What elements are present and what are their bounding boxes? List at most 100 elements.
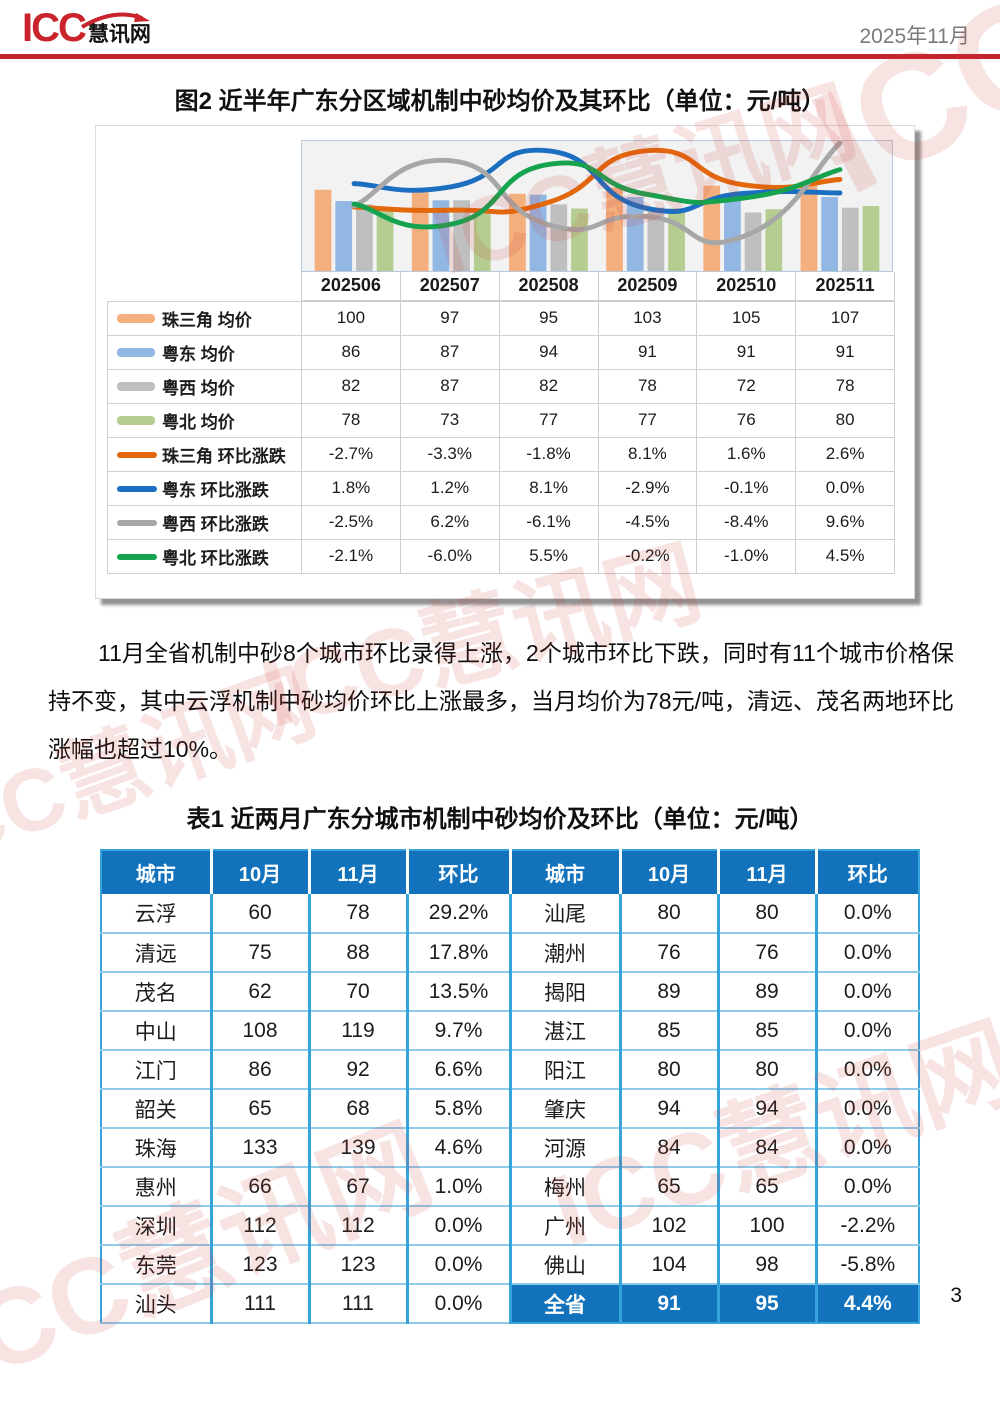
- nov-value: 100: [718, 1206, 818, 1246]
- series-value: 103: [598, 302, 697, 335]
- line-swatch-icon: [117, 451, 157, 458]
- bar-swatch-icon: [117, 348, 155, 357]
- x-axis-label: 202506: [302, 272, 400, 300]
- bar-swatch-icon: [117, 416, 155, 425]
- oct-value: 102: [620, 1206, 720, 1246]
- series-value: -2.9%: [598, 472, 697, 505]
- pct-value: 0.0%: [816, 972, 919, 1012]
- pct-value: 4.4%: [816, 1284, 919, 1323]
- x-axis-label: 202509: [598, 272, 697, 300]
- x-axis-label: 202508: [499, 272, 598, 300]
- series-name: 粤北 均价: [162, 413, 235, 432]
- nov-value: 84: [718, 1128, 818, 1168]
- issue-date: 2025年11月: [859, 25, 970, 48]
- series-name: 粤西 环比涨跌: [162, 515, 269, 534]
- series-value: 72: [697, 370, 796, 403]
- oct-value: 104: [620, 1245, 720, 1285]
- city-cell: 潮州: [510, 933, 622, 973]
- series-value: -1.8%: [499, 438, 598, 471]
- series-name: 珠三角 均价: [162, 311, 252, 330]
- table1-header-cell: 11月: [309, 850, 409, 894]
- series-value: -1.0%: [697, 540, 796, 573]
- header-rule: [0, 54, 1000, 59]
- nov-value: 76: [718, 933, 818, 973]
- table-row: 汕头 111 111 0.0% 全省 91 95 4.4%: [101, 1284, 919, 1324]
- table1-header-row: 城市 10月 11月 环比 城市 10月 11月 环比: [101, 850, 919, 894]
- series-value: 105: [697, 302, 796, 335]
- oct-value: 66: [211, 1167, 311, 1207]
- pct-value: 0.0%: [816, 1050, 919, 1090]
- series-value: 8.1%: [598, 438, 697, 471]
- bar-粤东 均价: [529, 194, 547, 271]
- icc-logo: ICC 慧讯网: [22, 8, 151, 48]
- pct-value: 6.6%: [407, 1050, 512, 1090]
- line-swatch-icon: [117, 519, 157, 526]
- table-row: 东莞 123 123 0.0% 佛山 104 98 -5.8%: [101, 1245, 919, 1285]
- table1-title: 表1 近两月广东分城市机制中砂均价及环比（单位：元/吨）: [186, 806, 814, 833]
- series-name: 粤西 均价: [162, 379, 235, 398]
- city-cell: 惠州: [101, 1167, 213, 1207]
- table1-header-cell: 环比: [407, 850, 512, 894]
- bar-粤北 均价: [473, 211, 491, 271]
- oct-value: 80: [620, 1050, 720, 1090]
- pct-value: 4.6%: [407, 1128, 512, 1168]
- oct-value: 112: [211, 1206, 311, 1246]
- series-value: 107: [796, 302, 894, 335]
- series-value: -2.1%: [302, 540, 400, 573]
- series-value: 77: [499, 404, 598, 437]
- x-axis-label: 202511: [796, 272, 894, 300]
- bar-粤北 均价: [668, 208, 685, 271]
- series-value: 87: [400, 370, 499, 403]
- city-cell: 阳江: [510, 1050, 622, 1090]
- combo-chart: [301, 140, 893, 272]
- pct-value: 0.0%: [407, 1284, 512, 1324]
- series-value: 94: [499, 336, 598, 369]
- bar-珠三角 均价: [411, 192, 429, 271]
- oct-value: 75: [211, 933, 311, 973]
- nov-value: 123: [309, 1245, 409, 1285]
- pct-value: 0.0%: [816, 933, 919, 973]
- page-number: 3: [950, 1284, 962, 1307]
- table1-header-cell: 环比: [816, 850, 919, 894]
- series-value: -0.1%: [697, 472, 796, 505]
- city-cell: 清远: [101, 933, 213, 973]
- series-value: -0.2%: [598, 540, 697, 573]
- series-value: 82: [499, 370, 598, 403]
- oct-value: 60: [211, 894, 311, 934]
- nov-value: 111: [309, 1284, 409, 1324]
- city-cell: 深圳: [101, 1206, 213, 1246]
- table-row: 江门 86 92 6.6% 阳江 80 80 0.0%: [101, 1050, 919, 1090]
- chart-plot-area: [301, 140, 895, 272]
- oct-value: 65: [211, 1089, 311, 1129]
- series-value: 91: [796, 336, 894, 369]
- bar-粤北 均价: [571, 208, 588, 271]
- logo-cn-text: 慧讯网: [87, 23, 151, 46]
- bar-粤西 均价: [356, 204, 373, 271]
- nov-value: 78: [309, 894, 409, 934]
- pct-value: 29.2%: [407, 894, 512, 934]
- bar-珠三角 均价: [800, 184, 818, 271]
- series-value: 77: [598, 404, 697, 437]
- series-value: 76: [697, 404, 796, 437]
- pct-value: 5.8%: [407, 1089, 512, 1129]
- city-cell: 汕头: [101, 1284, 213, 1324]
- series-value: 6.2%: [400, 506, 499, 539]
- nov-value: 67: [309, 1167, 409, 1207]
- figure2-chart-panel: 202506 202507 202508 202509 202510 202511 珠三角…: [95, 125, 915, 599]
- legend-label: 粤北 均价: [108, 404, 301, 437]
- bar-粤北 均价: [862, 206, 880, 271]
- series-value: 2.6%: [796, 438, 894, 471]
- series-value: -3.3%: [400, 438, 499, 471]
- series-value: 91: [697, 336, 796, 369]
- table-row: 云浮 60 78 29.2% 汕尾 80 80 0.0%: [101, 894, 919, 934]
- bar-粤东 均价: [724, 197, 741, 271]
- oct-value: 65: [620, 1167, 720, 1207]
- oct-value: 133: [211, 1128, 311, 1168]
- series-name: 珠三角 环比涨跌: [162, 447, 286, 466]
- table1: 城市 10月 11月 环比 城市 10月 11月 环比 云浮 60 78 29.2% 汕尾 80 80 0.…: [100, 849, 920, 1324]
- series-value: 1.8%: [302, 472, 400, 505]
- series-value: 78: [796, 370, 894, 403]
- oct-value: 86: [211, 1050, 311, 1090]
- x-axis-label: 202510: [697, 272, 796, 300]
- pct-value: 0.0%: [816, 894, 919, 934]
